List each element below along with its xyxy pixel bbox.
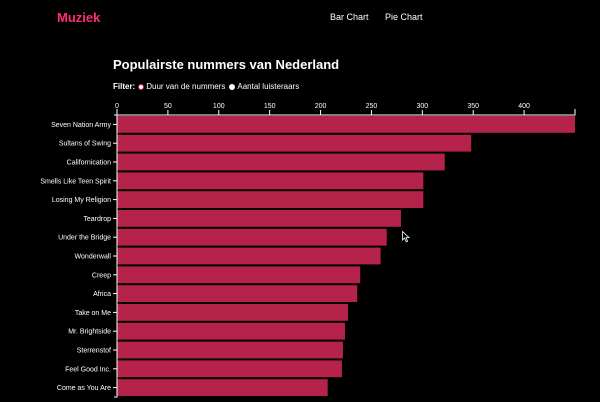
y-tick-label: Sterrenstof: [77, 348, 111, 355]
x-tick-label: 150: [264, 103, 276, 110]
x-tick-label: 200: [315, 103, 327, 110]
nav-bar-chart-link[interactable]: Bar Chart: [330, 12, 369, 22]
bar: [117, 266, 361, 284]
brand-logo[interactable]: Muziek: [57, 10, 101, 25]
x-tick-label: 350: [467, 103, 479, 110]
x-tick-label: 400: [518, 103, 530, 110]
bar: [117, 191, 424, 208]
y-tick-label: Losing My Religion: [52, 197, 111, 204]
bar: [117, 116, 575, 133]
bar: [117, 172, 424, 190]
y-tick-label: Wonderwall: [75, 254, 112, 261]
top-nav: Bar Chart Pie Chart: [330, 12, 437, 22]
bar: [117, 304, 349, 321]
bar: [117, 228, 387, 246]
x-tick-label: 300: [416, 103, 428, 110]
bar: [117, 285, 358, 302]
mouse-pointer-icon: [402, 231, 411, 243]
y-tick-label: Mr. Brightside: [68, 329, 111, 336]
y-tick-label: Feel Good Inc.: [65, 366, 111, 373]
bar: [117, 360, 342, 378]
y-tick-label: Take on Me: [75, 310, 111, 317]
y-tick-label: Seven Nation Army: [51, 122, 111, 129]
y-tick-label: Californication: [67, 160, 111, 167]
filter-label: Filter:: [113, 82, 136, 91]
x-tick-label: 250: [366, 103, 378, 110]
bar: [117, 322, 345, 340]
bar: [117, 210, 401, 227]
radio-unchecked-icon[interactable]: [229, 83, 236, 90]
bar: [117, 153, 445, 171]
y-tick-label: Come as You Are: [57, 385, 111, 392]
filter-option-label: Duur van de nummers: [146, 82, 226, 91]
x-tick-label: 100: [213, 103, 225, 110]
x-tick-label: 50: [164, 103, 172, 110]
nav-pie-chart-link[interactable]: Pie Chart: [385, 12, 423, 22]
x-axis-line: [116, 109, 576, 116]
y-tick-label: Sultans of Swing: [59, 141, 111, 148]
filter-option-duration[interactable]: Duur van de nummers: [138, 82, 225, 91]
filter-option-label: Aantal luisteraars: [237, 82, 300, 91]
y-tick-label: Smells Like Teen Spirit: [40, 178, 111, 185]
y-tick-label: Teardrop: [83, 216, 111, 223]
y-tick-label: Under the Bridge: [58, 235, 111, 242]
x-tick-label: 0: [115, 103, 119, 110]
bar: [117, 247, 381, 265]
filter-option-listeners[interactable]: Aantal luisteraars: [229, 82, 299, 91]
y-tick-label: Creep: [92, 272, 111, 279]
filter-group: Filter: Duur van de nummers Aantal luist…: [113, 82, 303, 91]
bar: [117, 341, 343, 359]
page-title: Populairste nummers van Nederland: [113, 57, 340, 72]
y-tick-label: Africa: [93, 291, 111, 298]
bar: [117, 134, 472, 152]
bar: [117, 379, 328, 396]
radio-checked-icon[interactable]: [138, 83, 145, 90]
